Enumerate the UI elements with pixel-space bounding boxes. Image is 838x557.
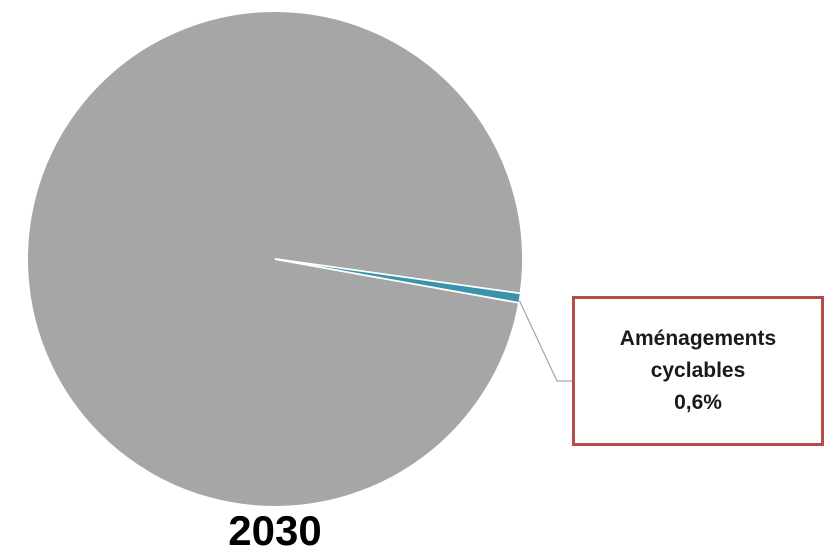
- callout-value: 0,6%: [674, 391, 722, 414]
- chart-title: 2030: [228, 507, 322, 554]
- pie-slice-cycling: [274, 258, 522, 304]
- callout-label-line2: cyclables: [650, 359, 746, 382]
- callout-leader-line: [518, 300, 572, 382]
- callout-label-line1: Aménagements: [619, 327, 777, 350]
- data-label-callout: Aménagements cyclables 0,6%: [572, 296, 824, 446]
